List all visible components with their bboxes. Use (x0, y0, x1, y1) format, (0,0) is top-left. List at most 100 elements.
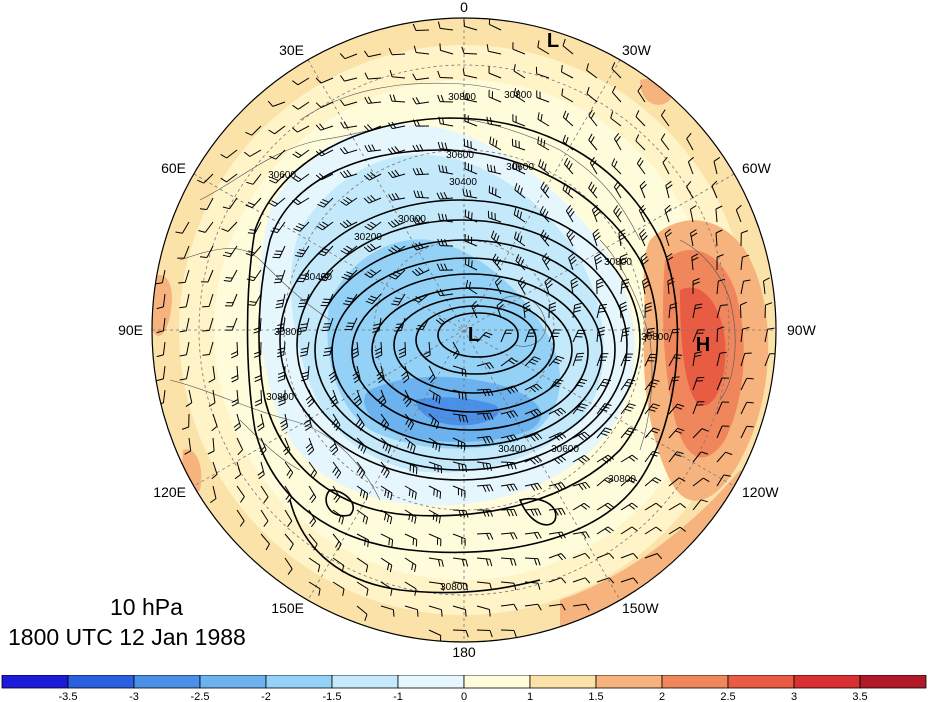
wind-barb-flag (694, 306, 702, 310)
wind-barb-flag (506, 387, 512, 394)
wind-barb (452, 413, 466, 417)
wind-barb-flag (268, 129, 275, 135)
wind-barb-flag (465, 630, 469, 638)
wind-barb-flag (542, 232, 547, 239)
wind-barb-flag (675, 430, 683, 434)
lon-label-0: 0 (460, 0, 468, 15)
wind-barb (572, 378, 581, 391)
wind-barb-flag (715, 205, 723, 210)
wind-barb-flag (462, 68, 465, 76)
wind-barb (644, 477, 656, 487)
wind-barb (356, 461, 366, 473)
wind-barb-flag (486, 509, 490, 517)
wind-barb-flag (329, 443, 336, 449)
wind-barb-flag (419, 216, 424, 224)
wind-barb-flag (497, 304, 504, 310)
wind-barb (452, 581, 466, 585)
contour-label: 30200 (354, 232, 382, 243)
wind-barb (351, 317, 358, 331)
wind-barb-flag (509, 386, 515, 393)
wind-barb (561, 71, 574, 79)
wind-barb (344, 125, 358, 129)
wind-barb-flag (644, 309, 652, 313)
wind-barb-flag (257, 422, 264, 428)
wind-barb-flag (567, 207, 573, 215)
wind-barb-flag (336, 472, 342, 479)
wind-barb-flag (394, 330, 402, 332)
wind-barb-flag (202, 305, 210, 308)
wind-barb (589, 162, 598, 175)
wind-barb-flag (713, 156, 721, 162)
wind-barb-flag (287, 496, 293, 503)
wind-barb-flag (315, 102, 322, 108)
wind-barb-flag (510, 532, 515, 540)
wind-barb-flag (269, 155, 277, 160)
wind-barb (185, 293, 190, 307)
wind-barb (716, 451, 726, 463)
wind-barb-flag (210, 498, 217, 504)
wind-barb-flag (646, 334, 654, 337)
wind-barb-flag (509, 484, 515, 491)
wind-barb (298, 149, 310, 159)
wind-barb-flag (386, 563, 390, 571)
wind-barb-flag (458, 463, 461, 471)
wind-barb-flag (313, 543, 318, 551)
wind-barb-flag (275, 306, 283, 309)
wind-barb-flag (533, 410, 539, 416)
wind-barb-flag (652, 451, 660, 454)
wind-barb-flag (639, 228, 645, 235)
wind-barb-flag (461, 368, 464, 376)
wind-barb-flag (662, 156, 668, 163)
wind-barb-flag (471, 300, 477, 307)
wind-barb-flag (566, 228, 572, 235)
wind-barb (344, 77, 358, 82)
wind-barb-flag (343, 170, 349, 177)
wind-barb-flag (741, 230, 749, 234)
wind-barb-flag (432, 441, 435, 449)
wind-barb-flag (156, 354, 164, 358)
wind-barb (188, 389, 193, 403)
wind-barb-flag (331, 401, 338, 408)
wind-barb (572, 305, 576, 319)
wind-barb-flag (467, 140, 469, 148)
wind-barb-flag (280, 422, 288, 428)
wind-barb-flag (317, 565, 321, 573)
wind-barb (644, 526, 657, 535)
wind-barb-flag (715, 229, 723, 234)
wind-barb (184, 269, 190, 283)
wind-barb (297, 125, 310, 133)
wind-barb-flag (412, 538, 415, 546)
wind-barb-flag (537, 603, 542, 611)
wind-barb (260, 389, 263, 404)
wind-barb-flag (340, 121, 345, 129)
wind-barb-flag (412, 145, 417, 152)
wind-barb-flag (635, 134, 640, 142)
contour-label: 30800 (448, 92, 476, 103)
wind-barb-flag (536, 408, 543, 415)
wind-barb (561, 95, 574, 103)
wind-barb-flag (292, 104, 299, 110)
wind-barb-flag (438, 164, 441, 172)
wind-barb-flag (398, 354, 406, 359)
wind-barb-flag (294, 255, 303, 258)
wind-barb-flag (372, 330, 380, 333)
wind-barb-flag (516, 89, 519, 97)
wind-barb-flag (607, 526, 614, 532)
wind-barb (404, 413, 414, 425)
wind-barb-flag (343, 247, 350, 253)
wind-barb-flag (329, 374, 336, 380)
wind-barb-flag (515, 254, 520, 261)
wind-barb-flag (672, 328, 680, 331)
wind-barb-flag (538, 159, 542, 167)
wind-barb-flag (392, 609, 395, 617)
wind-barb-flag (691, 256, 699, 261)
wind-barb-flag (298, 249, 306, 252)
wind-barb-flag (543, 163, 547, 171)
wind-barb (452, 365, 466, 371)
colorbar-swatch (397, 675, 465, 689)
wind-barb-flag (411, 514, 414, 522)
wind-barb-flag (353, 395, 360, 401)
wind-barb-flag (537, 558, 541, 566)
wind-barb-flag (485, 436, 491, 444)
wind-barb (162, 341, 166, 355)
